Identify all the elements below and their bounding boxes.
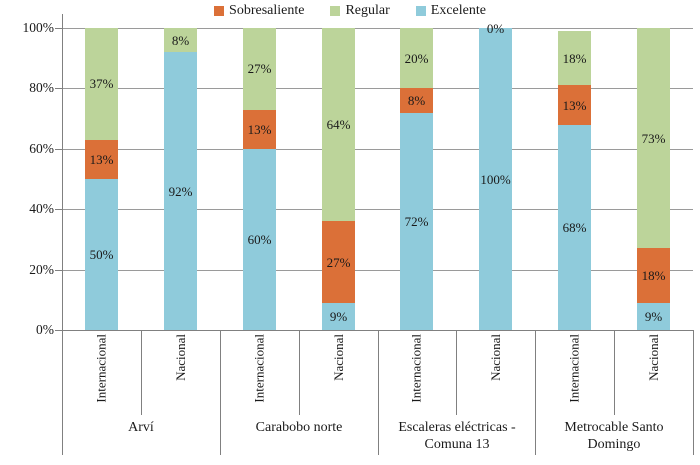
legend-label: Regular	[345, 3, 390, 18]
bar-segment-regular	[558, 31, 591, 86]
category-group-label: Metrocable Santo Domingo	[564, 420, 664, 452]
bar-segment-regular	[400, 28, 433, 89]
y-axis-tick	[55, 28, 62, 29]
chart-legend: Sobresaliente Regular Excelente	[0, 1, 700, 21]
legend-item-sobresaliente: Sobresaliente	[214, 3, 304, 19]
category-bar-label: Internacional	[252, 334, 267, 403]
gridline-80%	[62, 88, 693, 89]
category-bar-label: Internacional	[409, 334, 424, 403]
y-axis-tick-label: 0%	[36, 322, 54, 337]
bar-Escaleras eléctricas - Comuna 13-Nacional: 100% 0%	[479, 21, 512, 330]
bar-segment-excelente	[479, 28, 512, 330]
category-group-label: Carabobo norte	[255, 420, 343, 435]
bar-segment-sobresaliente	[400, 88, 433, 113]
bar-Metrocable Santo Domingo-Internacional: 68% 13% 18%	[558, 28, 591, 330]
legend-swatch-excelente-icon	[415, 6, 426, 16]
bar-Metrocable Santo Domingo-Nacional: 9% 18% 73%	[637, 28, 670, 330]
bar-Carabobo norte-Nacional: 9% 27% 64%	[322, 28, 355, 330]
bar-Carabobo norte-Internacional: 60% 13% 27%	[243, 28, 276, 330]
legend-label: Excelente	[430, 3, 486, 18]
category-bar-label: Nacional	[646, 334, 661, 381]
y-axis-tick-label: 80%	[29, 80, 54, 95]
bar-segment-excelente	[243, 148, 276, 330]
category-bar-label: Internacional	[567, 334, 582, 403]
category-group-label: Escaleras eléctricas - Comuna 13	[398, 420, 516, 452]
category-bar-label: Internacional	[94, 334, 109, 403]
y-axis-line	[62, 14, 63, 455]
bar-segment-excelente	[558, 124, 591, 330]
bar-segment-regular	[164, 28, 197, 53]
bar-segment-regular	[85, 28, 118, 140]
y-axis-tick	[55, 88, 62, 89]
y-axis-tick-label: 20%	[29, 262, 54, 277]
bar-Arví-Nacional: 92% 8%	[164, 28, 197, 330]
bar-segment-sobresaliente	[322, 221, 355, 303]
bar-segment-excelente	[400, 112, 433, 330]
bar-segment-excelente	[164, 52, 197, 330]
subgroup-separator	[141, 330, 142, 415]
y-axis-tick	[55, 270, 62, 271]
subgroup-separator	[299, 330, 300, 415]
bar-segment-excelente	[322, 302, 355, 330]
x-axis-baseline	[62, 330, 693, 331]
bar-segment-sobresaliente	[558, 85, 591, 125]
bar-Escaleras eléctricas - Comuna 13-Internacional: 72% 8% 20%	[400, 28, 433, 330]
legend-item-regular: Regular	[330, 3, 390, 19]
group-separator	[693, 330, 694, 455]
bar-segment-regular	[637, 28, 670, 249]
gridline-60%	[62, 149, 693, 150]
y-axis-tick-label: 40%	[29, 201, 54, 216]
bar-segment-excelente	[85, 179, 118, 330]
group-separator	[220, 330, 221, 455]
group-separator	[535, 330, 536, 455]
subgroup-separator	[456, 330, 457, 415]
y-axis-tick	[55, 209, 62, 210]
y-axis-tick	[55, 330, 62, 331]
group-separator	[378, 330, 379, 455]
subgroup-separator	[614, 330, 615, 415]
legend-item-excelente: Excelente	[415, 3, 486, 19]
category-group-label: Arví	[128, 420, 154, 435]
legend-label: Sobresaliente	[229, 3, 305, 18]
category-bar-label: Nacional	[488, 334, 503, 381]
bar-segment-excelente	[637, 302, 670, 330]
bar-segment-regular	[322, 28, 355, 222]
gridline-20%	[62, 270, 693, 271]
category-bar-label: Nacional	[331, 334, 346, 381]
gridline-100%	[62, 28, 693, 29]
y-axis-tick-label: 60%	[29, 141, 54, 156]
bar-segment-sobresaliente	[637, 248, 670, 303]
gridline-40%	[62, 209, 693, 210]
y-axis-tick-label: 100%	[22, 20, 55, 35]
bar-segment-sobresaliente	[85, 139, 118, 179]
bar-segment-regular	[243, 28, 276, 110]
bar-Arví-Internacional: 50% 13% 37%	[85, 28, 118, 330]
legend-swatch-regular-icon	[330, 6, 341, 16]
category-bar-label: Nacional	[173, 334, 188, 381]
y-axis-tick	[55, 149, 62, 150]
bar-segment-sobresaliente	[243, 109, 276, 149]
legend-swatch-sobresaliente-icon	[214, 6, 225, 16]
